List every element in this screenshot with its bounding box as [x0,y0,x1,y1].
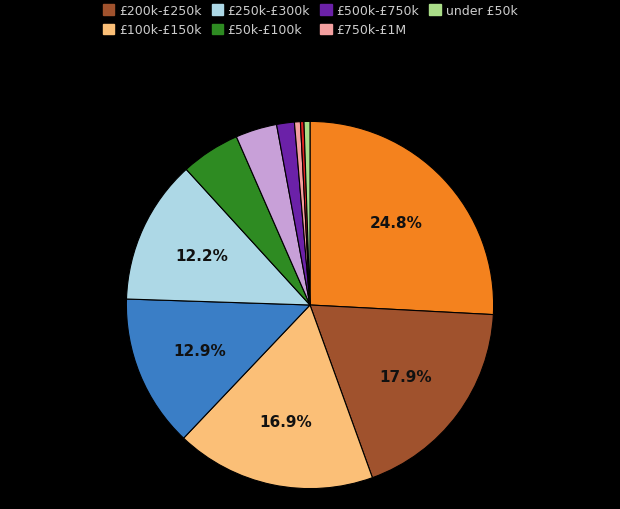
Wedge shape [301,122,310,305]
Wedge shape [236,125,310,305]
Wedge shape [184,305,373,489]
Wedge shape [304,122,310,305]
Wedge shape [186,137,310,305]
Wedge shape [294,122,310,305]
Wedge shape [310,305,494,478]
Text: 24.8%: 24.8% [370,216,423,231]
Text: 12.2%: 12.2% [175,248,228,263]
Text: 17.9%: 17.9% [379,369,432,384]
Wedge shape [126,170,310,305]
Wedge shape [310,122,494,315]
Text: 16.9%: 16.9% [259,414,312,430]
Text: 12.9%: 12.9% [173,343,226,358]
Wedge shape [126,299,310,438]
Wedge shape [277,123,310,305]
Legend: £150k-£200k, £200k-£250k, £100k-£150k, £300k-£400k, £250k-£300k, £50k-£100k, £40: £150k-£200k, £200k-£250k, £100k-£150k, £… [99,0,521,41]
